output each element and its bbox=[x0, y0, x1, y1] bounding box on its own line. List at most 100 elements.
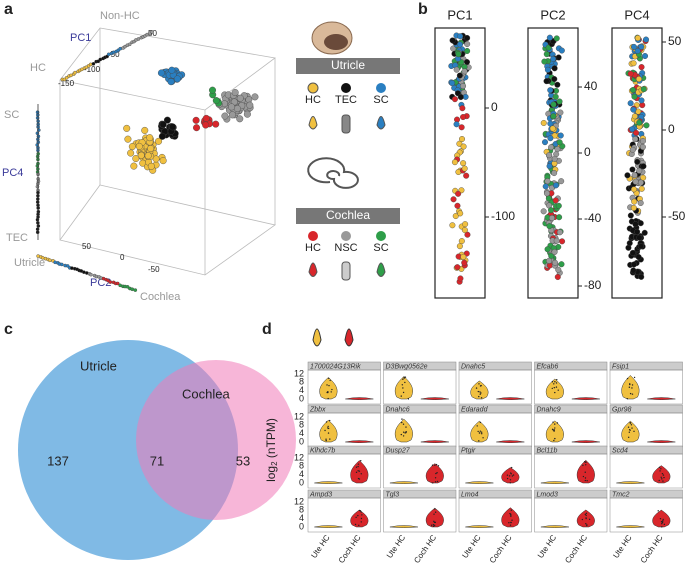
violin-point bbox=[402, 378, 404, 381]
legend-bar bbox=[296, 58, 400, 74]
legend-title: Cochlea bbox=[326, 208, 370, 222]
violin-point bbox=[662, 474, 665, 476]
cell-dot bbox=[551, 76, 558, 83]
cell-dot bbox=[558, 47, 565, 54]
violin-point bbox=[631, 427, 633, 429]
cell-dot bbox=[456, 140, 463, 147]
violin-point bbox=[663, 523, 666, 526]
violin bbox=[647, 440, 676, 443]
cell-dot bbox=[212, 97, 220, 105]
violin-point bbox=[661, 478, 663, 480]
cell-dot bbox=[551, 248, 558, 255]
cell-dot bbox=[455, 190, 462, 197]
violin bbox=[571, 440, 600, 443]
violin-point bbox=[627, 426, 630, 428]
cell-dot bbox=[557, 109, 564, 116]
cell-dot bbox=[542, 183, 549, 190]
violin-point bbox=[401, 421, 403, 424]
cell-dot bbox=[457, 210, 464, 217]
cell-dot bbox=[137, 151, 145, 159]
violin-point bbox=[659, 470, 661, 472]
cell-dot bbox=[549, 215, 556, 222]
violin-point bbox=[325, 421, 328, 423]
violin-frame bbox=[458, 453, 532, 489]
violin-point bbox=[630, 424, 633, 426]
cell-dot bbox=[221, 112, 229, 120]
violin-point bbox=[326, 384, 328, 386]
violin-point bbox=[400, 395, 402, 397]
violin-frame bbox=[383, 453, 457, 489]
y-tick: 0 bbox=[299, 521, 304, 531]
violin-point bbox=[584, 471, 586, 473]
violin bbox=[621, 375, 640, 400]
violin-point bbox=[479, 393, 481, 395]
cell-dot bbox=[635, 254, 642, 261]
axis-name: PC4 bbox=[2, 167, 23, 179]
violin-point bbox=[631, 384, 634, 386]
tick-label: -80 bbox=[584, 278, 602, 292]
cell-dot bbox=[554, 81, 561, 88]
cell-dot bbox=[457, 275, 464, 282]
cell-dot bbox=[456, 41, 463, 48]
cell-dot bbox=[130, 162, 138, 170]
violin-point bbox=[325, 438, 327, 440]
violin-point bbox=[434, 508, 436, 510]
cell-dot bbox=[133, 288, 138, 292]
cell-dot bbox=[557, 132, 564, 139]
violin-point bbox=[584, 513, 587, 516]
violin-point bbox=[478, 395, 480, 398]
x-label: Ute HC bbox=[460, 533, 483, 560]
axis-end: Non-HC bbox=[100, 10, 140, 22]
violin bbox=[394, 376, 413, 400]
gene-name: Tmc2 bbox=[612, 491, 630, 498]
violin-point bbox=[661, 520, 664, 522]
violin-point bbox=[327, 425, 329, 428]
violin bbox=[319, 377, 338, 400]
violin-point bbox=[629, 421, 631, 424]
cell-dot bbox=[150, 30, 154, 34]
violin-point bbox=[556, 422, 559, 424]
violin-point bbox=[479, 391, 481, 393]
violin-point bbox=[402, 431, 405, 433]
cell-dot bbox=[541, 139, 548, 146]
violin bbox=[465, 525, 494, 528]
violin-point bbox=[479, 385, 482, 387]
violin-point bbox=[555, 386, 558, 388]
violin-point bbox=[585, 512, 588, 514]
violin-point bbox=[660, 468, 662, 470]
tick: 0 bbox=[120, 253, 125, 262]
violin-point bbox=[357, 470, 359, 472]
violin-frame bbox=[534, 497, 608, 533]
cell-dot bbox=[460, 114, 467, 121]
cell-dot bbox=[636, 167, 643, 174]
panel-letter: d bbox=[262, 321, 272, 338]
cell-dot bbox=[236, 115, 244, 123]
violin-point bbox=[330, 391, 332, 393]
violin-point bbox=[476, 425, 478, 427]
violin-point bbox=[554, 381, 556, 383]
violin-point bbox=[434, 511, 437, 513]
violin-point bbox=[404, 376, 407, 378]
gene-name: Zbbx bbox=[309, 406, 326, 413]
cell-dot bbox=[146, 134, 154, 142]
cell-dot bbox=[144, 152, 152, 160]
y-tick: 4 bbox=[299, 428, 304, 438]
violin-frame bbox=[609, 497, 683, 533]
cell-dot bbox=[640, 163, 647, 170]
cell-dot bbox=[464, 231, 471, 238]
cell-dot bbox=[547, 135, 554, 142]
violin-point bbox=[633, 376, 636, 379]
violin-point bbox=[663, 476, 665, 479]
violin-point bbox=[359, 510, 362, 512]
y-tick: 8 bbox=[299, 377, 304, 387]
violin-point bbox=[436, 480, 439, 483]
strip-box bbox=[527, 27, 579, 299]
violin-point bbox=[660, 476, 662, 478]
violin-point bbox=[557, 389, 559, 391]
cell-dot bbox=[630, 261, 637, 268]
violin-point bbox=[327, 391, 329, 394]
legend-cell: SC bbox=[373, 94, 388, 106]
cell-dot bbox=[629, 126, 636, 133]
violin-point bbox=[360, 511, 362, 513]
violin-frame bbox=[534, 453, 608, 489]
